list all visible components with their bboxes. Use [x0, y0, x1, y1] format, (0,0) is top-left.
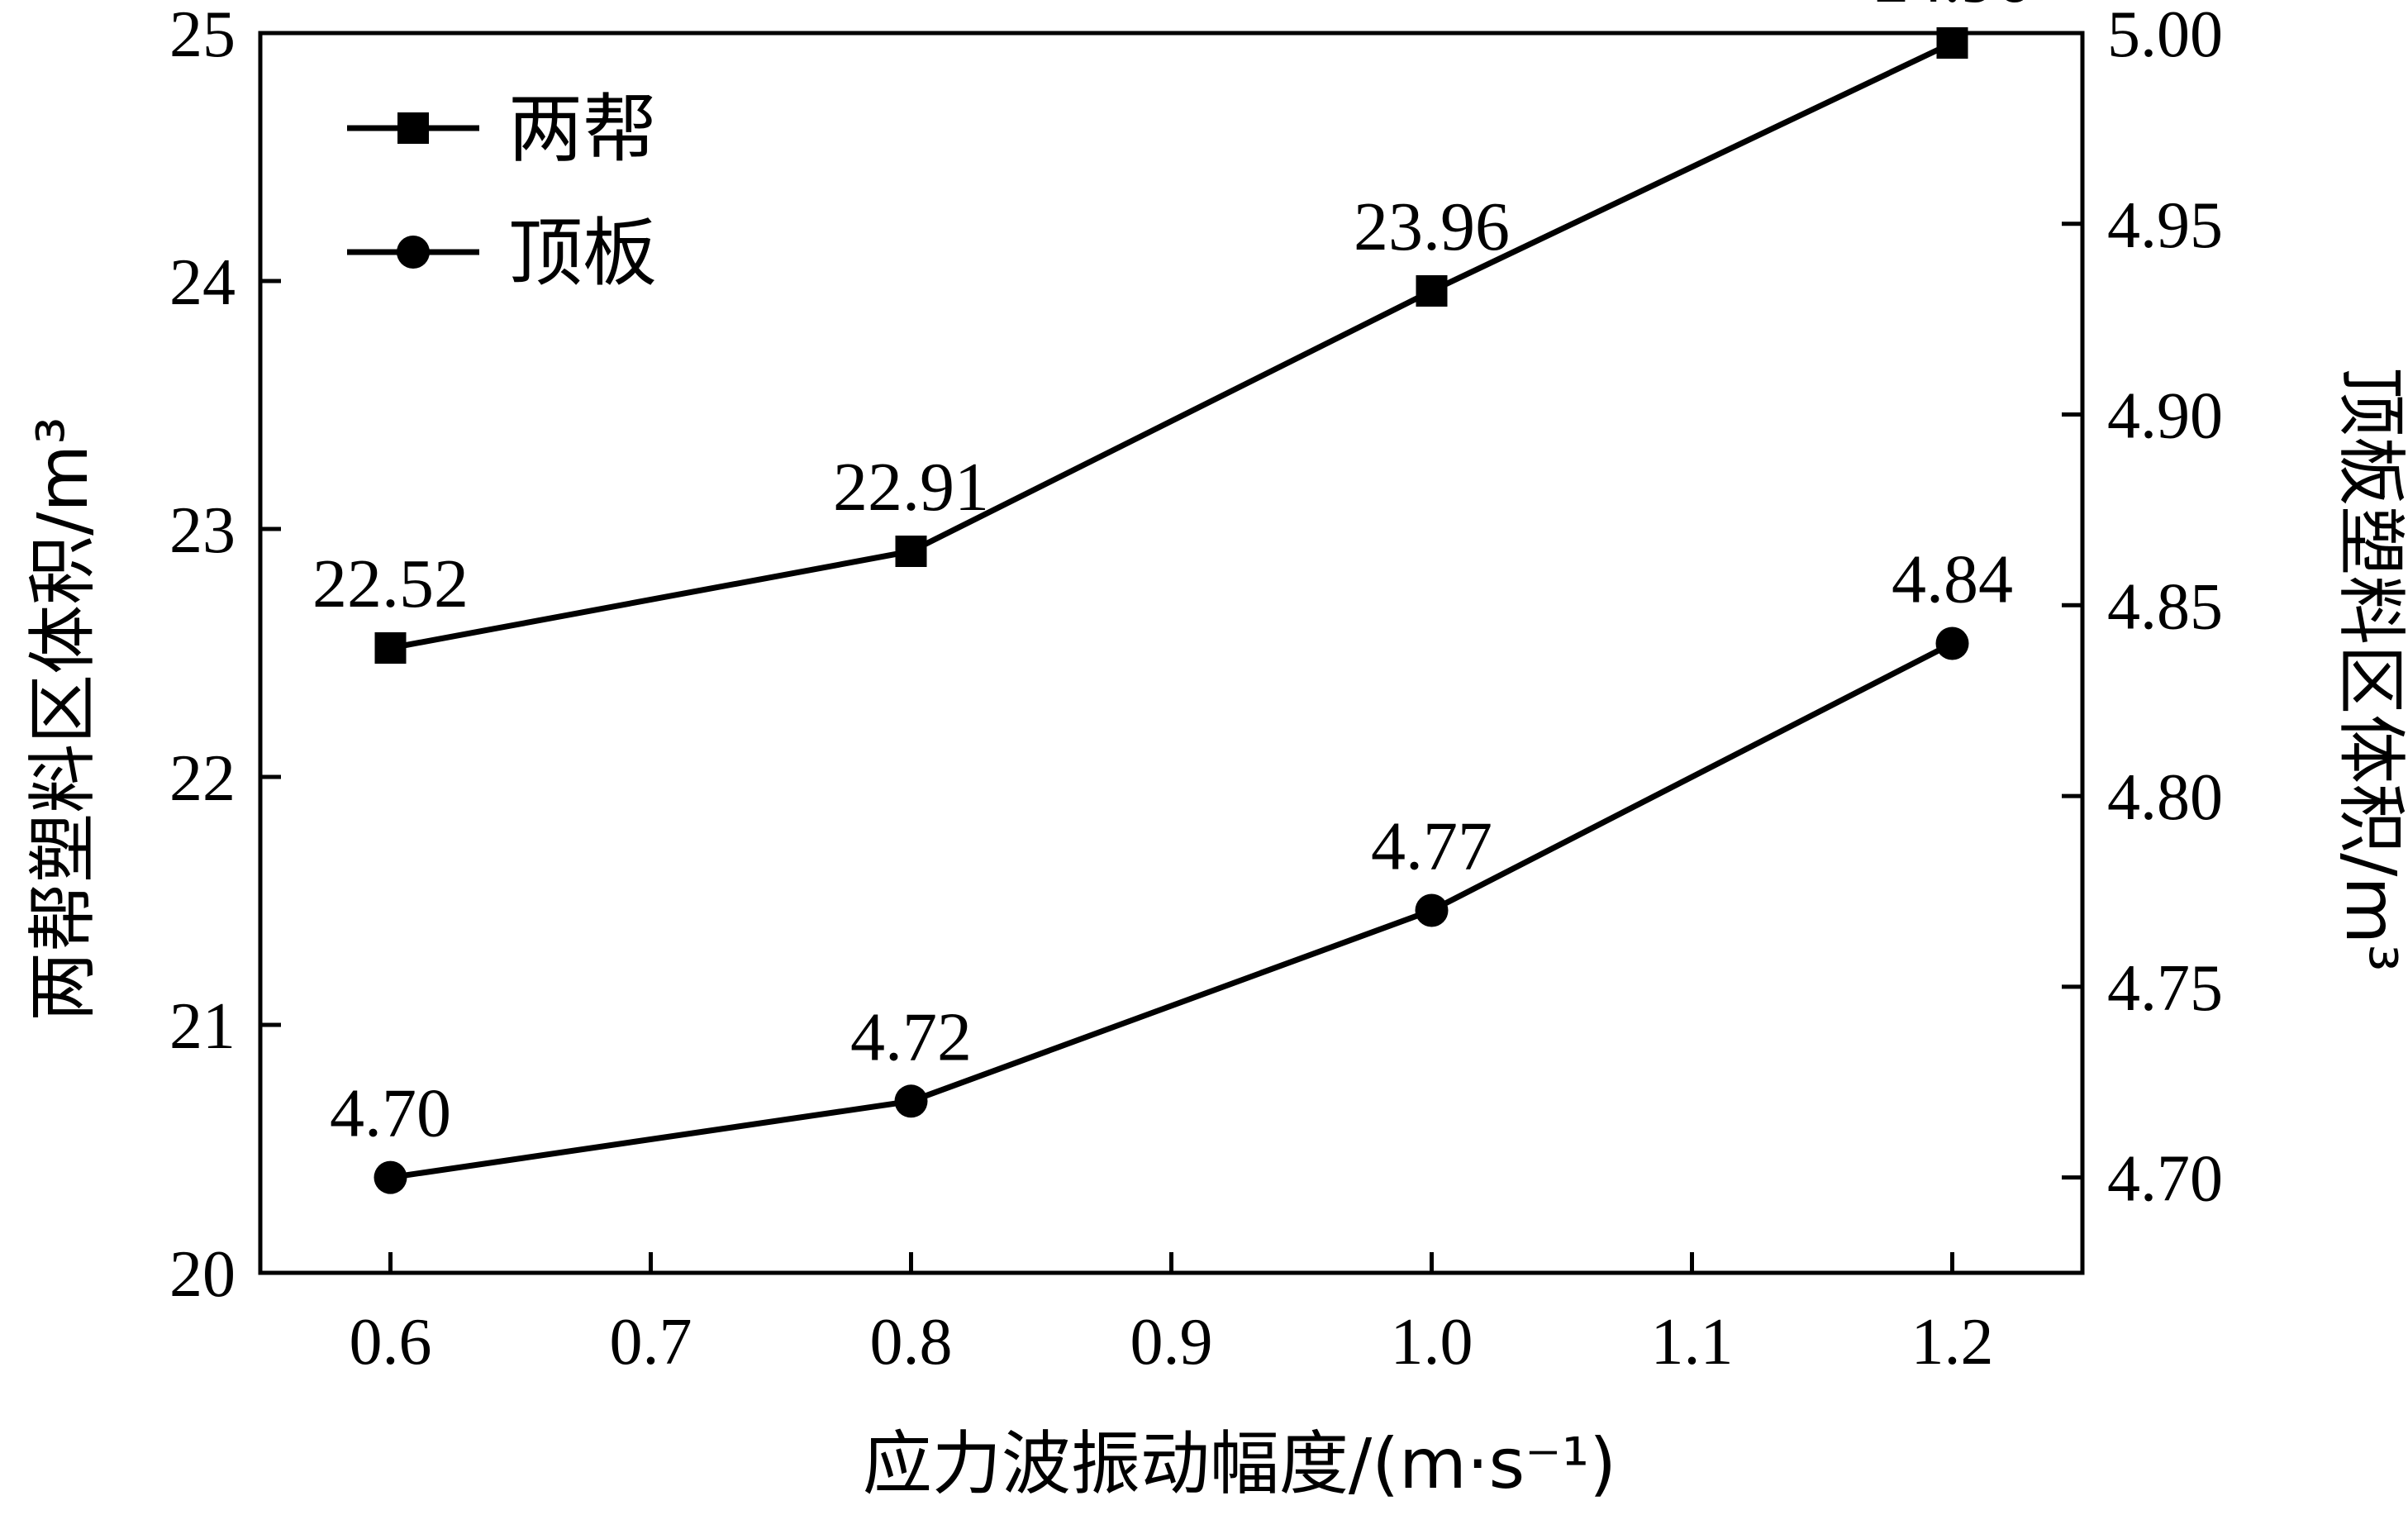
data-label: 4.84 [1892, 541, 2013, 617]
y-right-tick-label: 4.70 [2107, 1143, 2223, 1216]
y-left-tick-label: 21 [169, 990, 236, 1063]
y-left-tick-label: 20 [169, 1238, 236, 1311]
y-right-tick-label: 4.90 [2107, 380, 2223, 453]
y-right-tick-label: 4.80 [2107, 761, 2223, 834]
x-tick-label: 0.9 [1130, 1306, 1213, 1379]
circle-marker [374, 1160, 407, 1194]
legend-square-marker [397, 112, 429, 144]
square-marker [1416, 275, 1448, 307]
data-labels: 22.52 22.91 23.96 24.96 4.70 4.72 4.77 4.84 [312, 0, 2030, 1152]
x-tick-label: 0.8 [870, 1306, 953, 1379]
legend-circle-marker [397, 236, 430, 269]
data-label: 4.72 [850, 998, 972, 1075]
y-left-tick-label: 25 [169, 0, 236, 71]
x-axis: 0.6 0.7 0.8 0.9 1.0 1.1 1.2 [350, 1252, 1994, 1379]
y-left-tick-label: 23 [169, 494, 236, 567]
y-axis-left-title: 两帮塑料区体积/m³ [22, 417, 103, 1022]
legend-label: 顶板 [508, 210, 657, 297]
data-label: 23.96 [1354, 188, 1510, 265]
legend-label: 两帮 [508, 86, 657, 173]
series-layer [374, 27, 1969, 1194]
circle-marker [1935, 626, 1969, 660]
data-label: 22.91 [833, 449, 989, 526]
x-tick-label: 1.0 [1391, 1306, 1473, 1379]
y-axis-right: 4.70 4.75 4.80 4.85 4.90 4.95 5.00 [2062, 0, 2223, 1216]
y-right-tick-label: 5.00 [2107, 0, 2223, 71]
data-label: 4.77 [1371, 808, 1492, 885]
x-tick-label: 0.7 [610, 1306, 692, 1379]
data-label: 24.96 [1874, 0, 2030, 17]
x-axis-title: 应力波振动幅度/(m·s⁻¹) [863, 1423, 1616, 1504]
series-line-2 [389, 641, 1954, 1181]
series-line-1 [389, 40, 1954, 651]
x-tick-label: 1.1 [1651, 1306, 1734, 1379]
data-label: 22.52 [312, 545, 469, 622]
y-right-tick-label: 4.95 [2107, 189, 2223, 262]
square-marker [895, 536, 927, 567]
x-tick-label: 1.2 [1911, 1306, 1994, 1379]
square-marker [1936, 27, 1968, 59]
y-right-tick-label: 4.85 [2107, 570, 2223, 643]
circle-marker [1415, 893, 1449, 927]
square-marker [374, 632, 407, 664]
y-right-tick-label: 4.75 [2107, 952, 2223, 1025]
y-axis-left: 20 21 22 23 24 25 [169, 0, 281, 1311]
circle-marker [894, 1084, 928, 1118]
y-axis-right-title: 顶板塑料区体积/m³ [2330, 367, 2408, 972]
y-left-tick-label: 22 [169, 742, 236, 815]
x-tick-label: 0.6 [350, 1306, 432, 1379]
data-label: 4.70 [330, 1075, 451, 1152]
y-left-tick-label: 24 [169, 246, 236, 319]
